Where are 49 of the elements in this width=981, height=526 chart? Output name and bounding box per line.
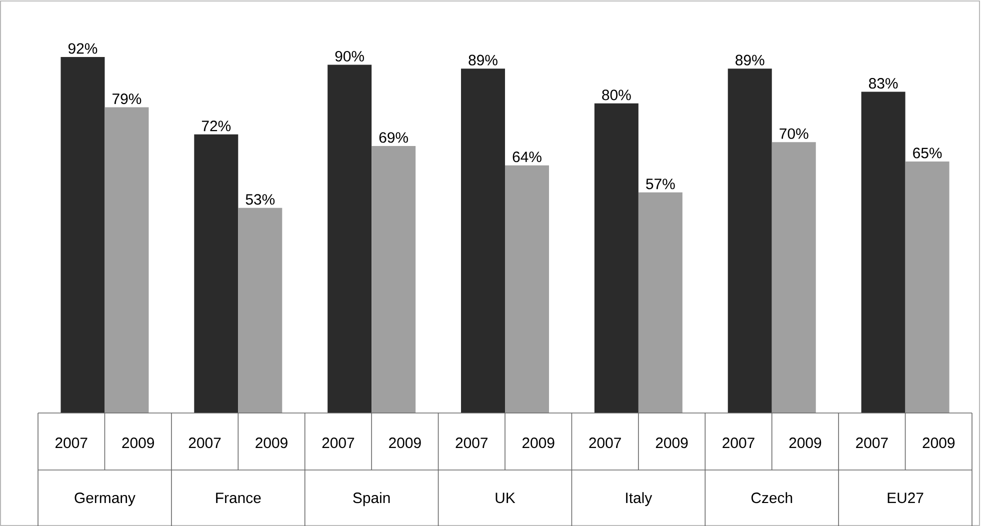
data-label: 92% <box>68 43 98 54</box>
text: 2007 <box>456 438 488 448</box>
data-label: 53% <box>246 194 275 205</box>
data-label: 70% <box>780 128 808 139</box>
text: 2007 <box>322 438 354 448</box>
x-tick-label: Spain <box>353 492 390 506</box>
text: 2009 <box>522 438 554 448</box>
text: 2009 <box>922 438 955 448</box>
text: 2009 <box>389 438 421 448</box>
data-label: 69% <box>379 132 408 143</box>
x-tick-label: EU27 <box>888 492 924 504</box>
data-label: 90% <box>335 50 364 62</box>
text: 2009 <box>656 438 688 448</box>
bar <box>238 208 282 413</box>
bar <box>104 107 149 413</box>
data-label: 80% <box>602 90 631 100</box>
series-label: 2009 <box>122 438 154 448</box>
bar <box>905 161 950 413</box>
bar <box>461 68 506 413</box>
text: 2009 <box>256 438 288 448</box>
data-label: 83% <box>868 78 898 89</box>
bar <box>328 64 372 413</box>
bar <box>772 142 816 413</box>
data-label: 65% <box>913 148 942 158</box>
x-tick-label: UK <box>496 492 516 504</box>
data-label: 79% <box>112 94 142 104</box>
bar <box>372 146 416 413</box>
data-label: 89% <box>736 54 764 66</box>
data-label: 57% <box>646 178 675 190</box>
bar <box>194 134 238 413</box>
x-tick-label: Czech <box>751 492 792 504</box>
bar <box>861 92 906 413</box>
series-label: 2007 <box>55 438 88 448</box>
bar <box>638 192 682 413</box>
text: 2007 <box>188 438 221 448</box>
bar <box>594 103 638 413</box>
data-label: 72% <box>202 120 231 132</box>
text: 2007 <box>722 438 754 448</box>
data-label: 64% <box>512 152 542 162</box>
text: 2009 <box>789 438 822 448</box>
x-tick-label: Italy <box>626 492 652 506</box>
bar <box>60 56 105 413</box>
data-label: 89% <box>468 54 498 66</box>
text: 2007 <box>856 438 888 448</box>
bar <box>728 68 772 413</box>
bar <box>505 165 550 413</box>
x-tick-label: France <box>216 492 261 504</box>
text: 2007 <box>589 438 621 448</box>
x-tick-label: Germany <box>74 492 136 506</box>
